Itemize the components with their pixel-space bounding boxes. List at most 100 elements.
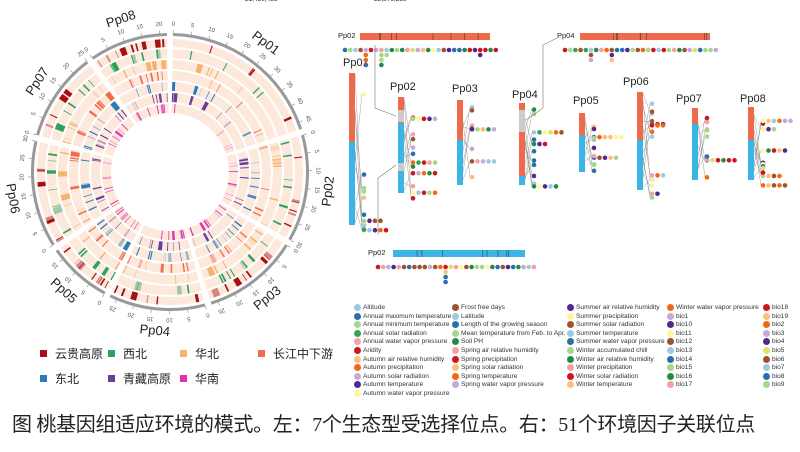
env-legend-item: Summer water vapor pressure (567, 338, 665, 346)
link-line (524, 142, 533, 187)
legend-marker-icon (567, 304, 574, 311)
env-legend-item: Autumn solar radiation (354, 372, 429, 380)
env-legend-item: Autumn water vapor pressure (354, 390, 450, 397)
association-dot (378, 227, 383, 233)
legend-label: Annual maximum temperature (363, 312, 452, 320)
selected-region (252, 211, 262, 217)
association-dot (451, 47, 457, 53)
selected-region (207, 230, 214, 239)
selected-region (198, 87, 203, 97)
association-dot (704, 119, 710, 125)
selected-region (186, 262, 189, 272)
selected-region (136, 111, 143, 121)
association-dot (505, 264, 511, 270)
link-line (524, 140, 533, 185)
association-dot (766, 126, 771, 132)
selected-region (156, 105, 160, 115)
selected-region (163, 252, 165, 262)
chromosome-label-Pp05: Pp05 (573, 95, 599, 107)
selected-region (68, 122, 78, 128)
association-dot (363, 52, 369, 58)
tick-label: 5 (280, 263, 287, 270)
association-dot (635, 47, 641, 53)
env-legend-item: bio11 (667, 329, 692, 337)
selected-region (94, 103, 103, 112)
env-legend-item: bio6 (763, 355, 784, 363)
legend-label: bio1 (676, 312, 689, 320)
selected-region (223, 121, 232, 128)
link-line (403, 133, 412, 199)
link-line (642, 125, 651, 133)
selected-region (114, 222, 122, 229)
selected-region (135, 113, 141, 121)
tick-mark (89, 54, 92, 58)
selected-region (195, 293, 200, 303)
association-dot (386, 264, 391, 270)
association-dot (649, 118, 655, 124)
selected-region (214, 70, 220, 80)
chromosome-upper-arm (349, 73, 355, 142)
association-dot (777, 118, 782, 124)
selected-region (220, 273, 227, 283)
link-line (697, 125, 706, 178)
selected-region (120, 288, 126, 297)
link-line (642, 157, 651, 198)
association-dot (361, 195, 367, 200)
association-dot (472, 47, 478, 53)
legend-label: Summer water vapor pressure (576, 338, 665, 346)
legend-marker-icon (567, 312, 574, 320)
selected-region (188, 95, 194, 106)
selected-region (227, 228, 235, 236)
selected-region (253, 128, 262, 134)
selected-region (160, 104, 163, 114)
selected-region (179, 230, 182, 240)
selected-region (192, 238, 196, 247)
association-dot (443, 264, 448, 270)
link-line (403, 139, 412, 172)
selected-region (215, 112, 223, 120)
link-line (354, 73, 363, 215)
chromosome-label-Pp08: Pp08 (740, 93, 766, 105)
selected-region (145, 73, 149, 83)
association-dot (666, 47, 672, 53)
legend-label: Winter solar radiation (576, 372, 639, 380)
chromosome-label: Pp07 (22, 64, 52, 98)
association-dot (715, 157, 721, 163)
legend-marker-icon (667, 321, 674, 329)
tick-label: 5 (101, 37, 107, 44)
selected-region (235, 235, 243, 243)
tick-label: 0 (309, 130, 316, 135)
env-legend-item: Spring air relative humidity (452, 347, 539, 354)
association-dot (782, 118, 788, 124)
association-dot (464, 264, 469, 270)
association-dot (363, 57, 369, 63)
env-legend-item: Annual maximum temperature (354, 312, 452, 320)
association-dot (361, 185, 367, 191)
association-dot (422, 264, 428, 270)
link-line (584, 155, 593, 165)
legend-label: Spring precipitation (461, 355, 518, 363)
legend-label: bio5 (772, 347, 785, 354)
selected-region (140, 52, 145, 62)
selected-region (229, 268, 236, 277)
selected-region (170, 263, 173, 273)
legend-marker-icon (763, 312, 770, 320)
legend-marker-icon (354, 338, 361, 346)
selected-region (272, 158, 282, 161)
legend-marker-icon (354, 304, 361, 311)
association-dot (438, 264, 443, 270)
selected-region (242, 206, 252, 212)
env-legend-item: Aridity (354, 347, 381, 354)
association-dot (410, 131, 416, 137)
env-legend-item: bio3 (763, 329, 784, 337)
link-line (354, 94, 363, 161)
legend-label: Spring water vapor pressure (461, 381, 544, 389)
selected-region (208, 80, 213, 89)
selected-region (83, 145, 93, 149)
association-dot (421, 160, 427, 165)
track-background (106, 60, 168, 87)
selected-region (128, 79, 134, 88)
association-dot (342, 47, 348, 53)
undefined-start: 22,876,238 (374, 0, 407, 3)
tick-mark (31, 139, 35, 142)
